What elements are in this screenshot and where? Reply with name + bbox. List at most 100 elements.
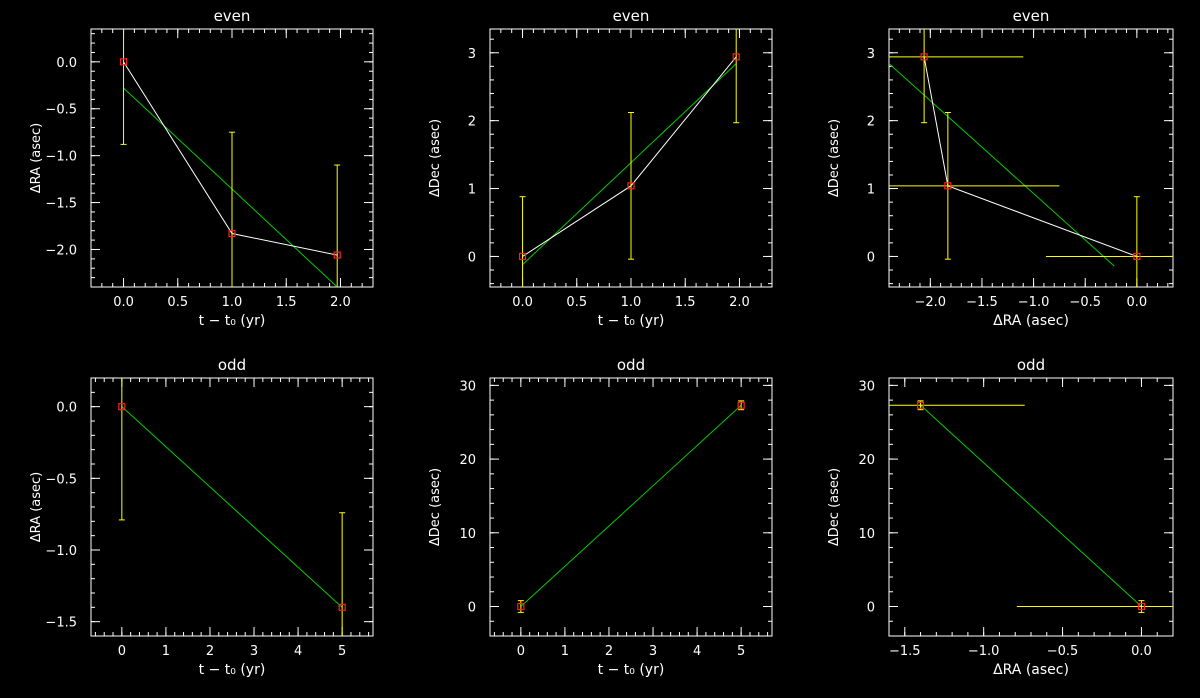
fit-line (522, 63, 737, 265)
chart-panel-6: −1.5 −1.0 −0.5 0.0 0 10 20 30 odd ΔRA (asec) ΔDec … (827, 356, 1174, 678)
y-tick-label: 2 (867, 115, 875, 130)
plot-area (118, 378, 346, 636)
y-tick-label: −1.0 (45, 544, 77, 559)
x-tick-label: 1.5 (276, 295, 297, 310)
data-point-marker (333, 251, 341, 259)
y-tick-label: 0 (468, 250, 476, 265)
x-tick-label: 0.0 (113, 295, 134, 310)
plot-area (119, 29, 341, 287)
x-tick-label: 3 (250, 644, 258, 659)
y-tick-label: 30 (858, 379, 875, 394)
y-tick-label: 1 (867, 183, 875, 198)
y-tick-label: 10 (858, 527, 875, 542)
fit-line (121, 406, 343, 608)
x-tick-label: 3 (649, 644, 657, 659)
x-tick-label: −0.5 (1047, 644, 1079, 659)
chart-title: even (1013, 7, 1050, 25)
y-axis-label: ΔDec (asec) (827, 119, 842, 197)
x-tick-label: 2.0 (330, 295, 351, 310)
x-tick-label: 4 (693, 644, 701, 659)
x-tick-label: 0.0 (1131, 644, 1152, 659)
x-tick-label: 2.0 (729, 295, 750, 310)
data-line (522, 56, 737, 257)
x-tick-label: 2 (605, 644, 613, 659)
data-point-marker (916, 401, 925, 409)
x-tick-label: 1.0 (621, 295, 642, 310)
y-tick-label: 2 (468, 115, 476, 130)
x-tick-label: 1 (561, 644, 569, 659)
x-axis-label: t − t₀ (yr) (199, 313, 266, 329)
y-axis-label: ΔDec (asec) (428, 119, 443, 197)
x-tick-label: 0 (517, 644, 525, 659)
data-point-marker (627, 182, 635, 190)
x-tick-label: 1.0 (222, 295, 243, 310)
y-tick-label: −1.5 (45, 197, 77, 212)
y-tick-label: 10 (459, 527, 476, 542)
chart-title: odd (1017, 356, 1045, 374)
y-tick-label: 1 (468, 183, 476, 198)
y-axis-label: ΔDec (asec) (428, 468, 443, 546)
plot-frame (489, 377, 773, 637)
plot-frame (888, 377, 1174, 637)
x-tick-label: 4 (294, 644, 302, 659)
x-tick-label: 0.5 (566, 295, 587, 310)
fit-line (520, 404, 742, 607)
y-tick-label: −0.5 (45, 472, 77, 487)
y-tick-label: −1.0 (45, 150, 77, 165)
y-axis-label: ΔRA (asec) (29, 123, 44, 193)
y-tick-label: −1.5 (45, 616, 77, 631)
plot-frame (888, 28, 1174, 288)
y-tick-label: 30 (459, 379, 476, 394)
y-tick-label: 20 (459, 453, 476, 468)
data-point-marker (737, 401, 745, 409)
data-point-marker (944, 182, 952, 190)
x-tick-label: 1 (162, 644, 170, 659)
y-axis-label: ΔRA (asec) (29, 472, 44, 542)
data-point-marker (118, 403, 126, 411)
chart-title: odd (218, 356, 246, 374)
y-tick-label: −0.5 (45, 103, 77, 118)
data-point-marker (119, 58, 128, 66)
data-point-marker (517, 602, 525, 611)
x-tick-label: 0.0 (512, 295, 533, 310)
y-axis-label: ΔDec (asec) (827, 468, 842, 546)
x-tick-label: 2 (206, 644, 214, 659)
chart-title: even (214, 7, 251, 25)
x-tick-label: −1.5 (889, 644, 921, 659)
data-point-marker (1137, 602, 1146, 611)
y-tick-label: 0.0 (56, 401, 77, 416)
x-axis-label: t − t₀ (yr) (598, 662, 665, 678)
x-axis-label: ΔRA (asec) (993, 662, 1069, 678)
y-tick-label: 20 (858, 453, 875, 468)
fit-line (123, 87, 338, 287)
data-line (923, 56, 1138, 257)
chart-panel-2: 0.0 0.5 1.0 1.5 2.0 0 1 2 3 even t − t₀ (yr) ΔDec (… (428, 7, 773, 329)
data-point-marker (1133, 252, 1141, 261)
chart-panel-1: 0.0 0.5 1.0 1.5 2.0 0.0 −0.5 −1.0 −1.5 −2.0 even t … (29, 7, 374, 329)
y-tick-label: 0 (867, 250, 875, 265)
fit-line (889, 63, 1115, 267)
data-point-marker (920, 53, 928, 61)
x-tick-label: 5 (737, 644, 745, 659)
chart-panel-5: 0 1 2 3 4 5 0 10 20 30 odd t − t₀ (yr) ΔDec (asec) (428, 356, 773, 678)
x-axis-label: ΔRA (asec) (993, 313, 1069, 329)
x-tick-label: 0 (118, 644, 126, 659)
x-tick-label: −1.0 (968, 644, 1000, 659)
y-tick-label: −2.0 (45, 243, 77, 258)
plot-area (518, 29, 740, 287)
chart-title: odd (617, 356, 645, 374)
y-tick-label: 3 (468, 47, 476, 62)
plot-area (889, 400, 1173, 613)
y-tick-label: 3 (867, 47, 875, 62)
x-tick-label: −2.0 (915, 295, 947, 310)
x-tick-label: −0.5 (1069, 295, 1101, 310)
x-axis-label: t − t₀ (yr) (598, 313, 665, 329)
x-tick-label: 0.5 (167, 295, 188, 310)
data-point-marker (228, 229, 236, 238)
x-axis-label: t − t₀ (yr) (199, 662, 266, 678)
x-tick-label: 1.5 (675, 295, 696, 310)
x-tick-label: 0.0 (1127, 295, 1148, 310)
data-line (123, 61, 338, 256)
x-tick-label: −1.5 (966, 295, 998, 310)
